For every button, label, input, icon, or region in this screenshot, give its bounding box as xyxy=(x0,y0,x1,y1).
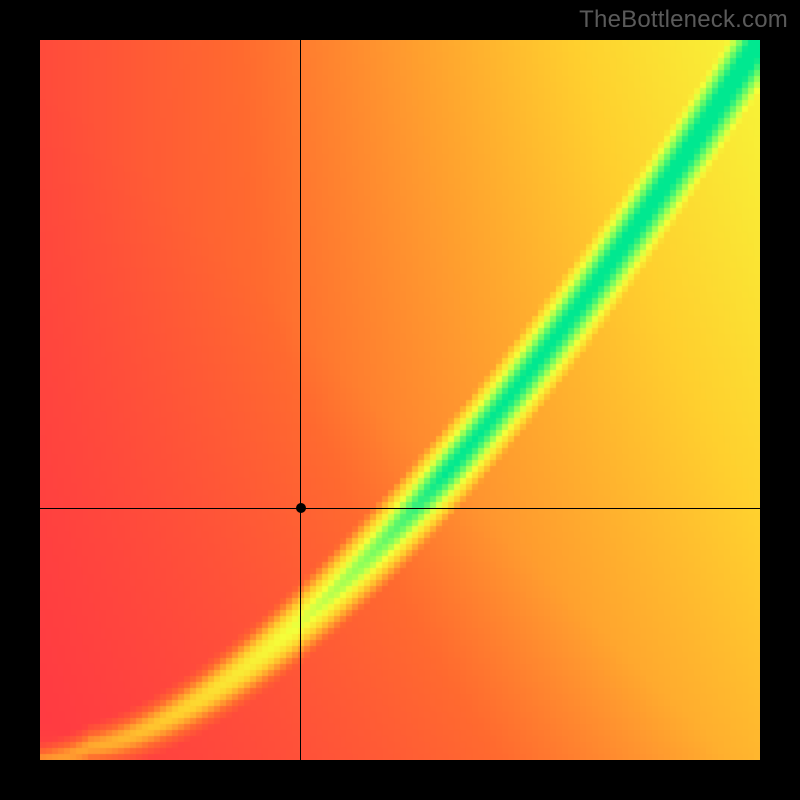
marker-dot xyxy=(296,503,306,513)
plot-area xyxy=(40,40,760,760)
heatmap-canvas xyxy=(40,40,760,760)
crosshair-horizontal xyxy=(40,508,760,509)
chart-container: TheBottleneck.com xyxy=(0,0,800,800)
crosshair-vertical xyxy=(300,40,301,760)
watermark-text: TheBottleneck.com xyxy=(579,6,788,34)
